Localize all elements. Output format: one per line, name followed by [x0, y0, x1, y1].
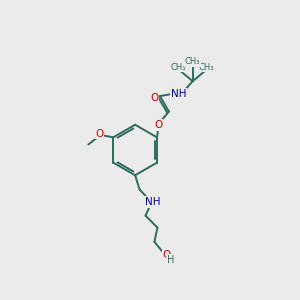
Text: CH₃: CH₃	[171, 63, 187, 72]
Text: H: H	[167, 255, 174, 265]
Text: O: O	[162, 250, 170, 260]
Text: CH₃: CH₃	[185, 57, 200, 66]
Text: O: O	[95, 129, 104, 139]
Text: CH₃: CH₃	[199, 63, 214, 72]
Text: O: O	[150, 92, 158, 103]
Text: NH: NH	[171, 89, 186, 99]
Text: NH: NH	[145, 197, 161, 207]
Text: O: O	[154, 120, 163, 130]
